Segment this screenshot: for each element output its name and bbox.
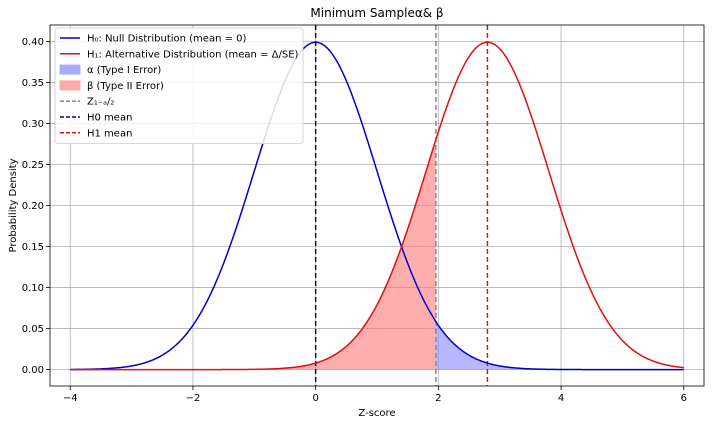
legend: H₀: Null Distribution (mean = 0) H₁: Alte…: [55, 28, 303, 144]
legend-label: H0 mean: [87, 113, 132, 124]
x-tick-label: −4: [63, 393, 78, 404]
y-tick-label: 0.00: [22, 365, 44, 376]
y-tick-label: 0.25: [22, 160, 44, 171]
chart-title: Minimum Sampleα& β: [310, 6, 443, 20]
x-tick-label: 6: [681, 393, 687, 404]
legend-label: H1 mean: [87, 128, 132, 139]
legend-label: α (Type I Error): [87, 65, 161, 76]
y-tick-label: 0.30: [22, 119, 44, 130]
y-tick-label: 0.40: [22, 37, 44, 48]
y-tick-label: 0.05: [22, 324, 44, 335]
x-tick-label: 2: [435, 393, 441, 404]
x-tick-label: 4: [558, 393, 564, 404]
y-tick-label: 0.20: [22, 201, 44, 212]
x-tick-label: 0: [312, 393, 318, 404]
y-tick-label: 0.10: [22, 283, 44, 294]
legend-label: β (Type II Error): [87, 81, 164, 92]
y-tick-label: 0.35: [22, 78, 44, 89]
legend-label: H₀: Null Distribution (mean = 0): [87, 34, 247, 45]
x-axis-label: Z-score: [358, 408, 395, 419]
legend-key-2: [60, 65, 80, 74]
y-axis-label: Probability Density: [8, 158, 19, 252]
legend-key-3: [60, 81, 80, 90]
legend-label: H₁: Alternative Distribution (mean = Δ/S…: [87, 49, 299, 60]
y-tick-label: 0.15: [22, 242, 44, 253]
legend-label: Z₁₋ₐ/₂: [87, 97, 114, 108]
x-tick-label: −2: [186, 393, 201, 404]
error-areas: [70, 140, 684, 370]
